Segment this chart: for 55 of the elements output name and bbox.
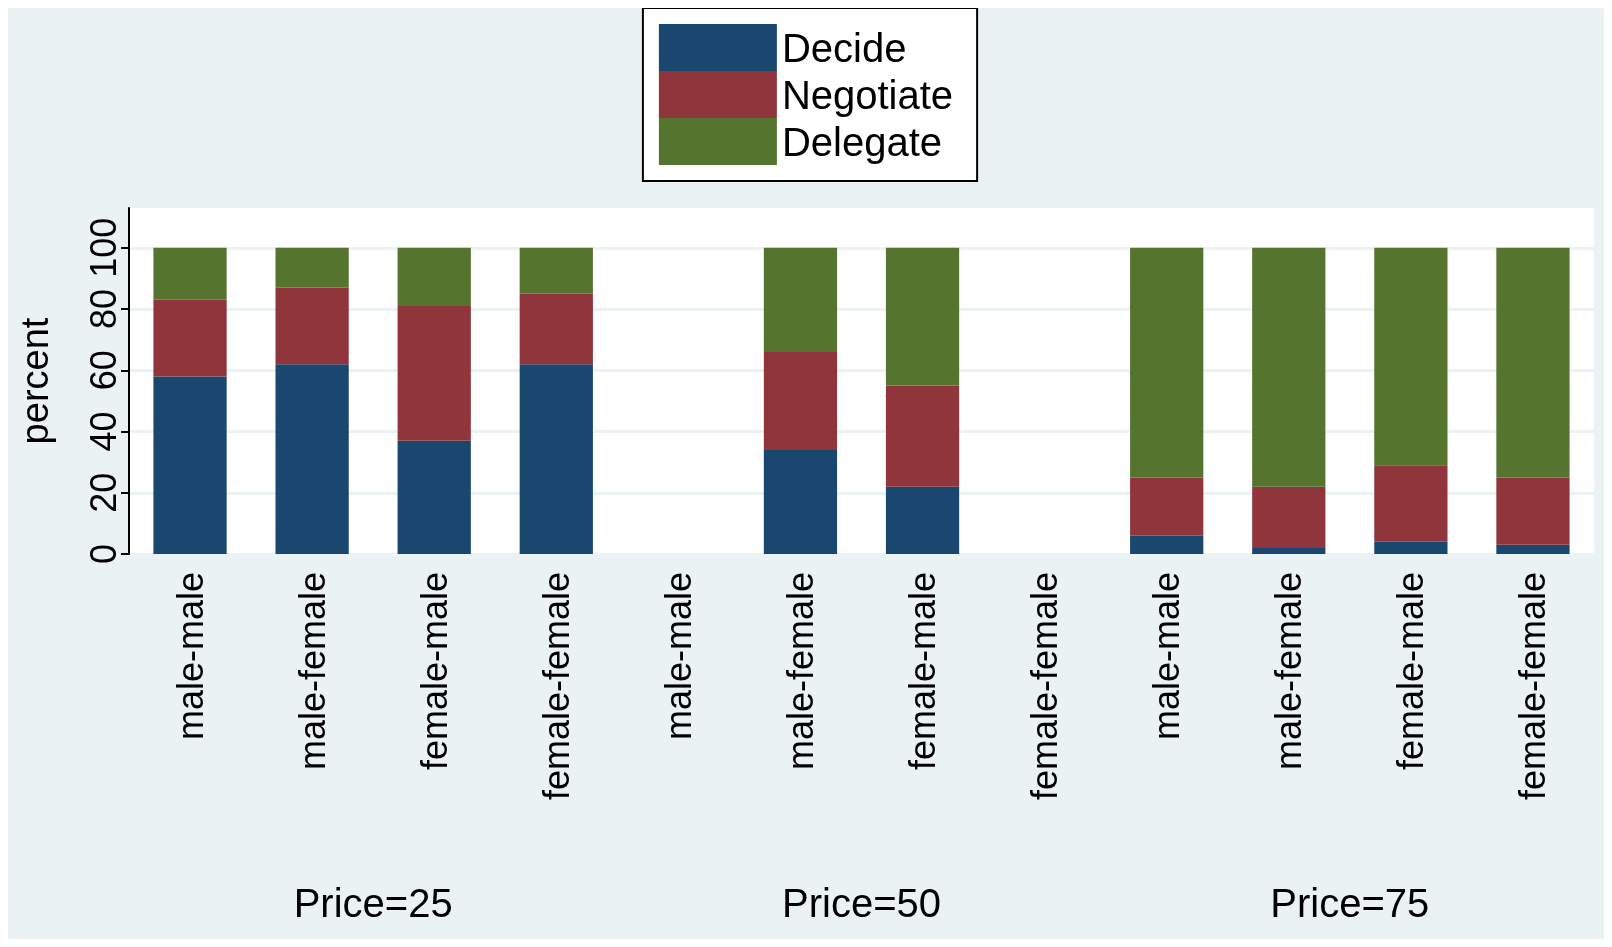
x-tick-label: male-female	[1268, 572, 1310, 771]
bar	[1130, 535, 1204, 554]
y-tick-label: 100	[82, 217, 124, 278]
bar	[153, 376, 227, 554]
y-tick-label: 0	[82, 543, 124, 565]
bar	[519, 364, 593, 554]
x-tick-label: male-female	[291, 572, 333, 771]
bar	[1130, 247, 1204, 478]
bar	[885, 385, 960, 487]
y-tick-label: 20	[82, 472, 124, 513]
bar	[1496, 247, 1570, 478]
bar	[885, 486, 960, 554]
bar	[763, 247, 838, 352]
x-tick-label: male-male	[169, 572, 211, 741]
text: Price=50	[782, 881, 941, 925]
text: Price=25	[293, 881, 453, 925]
bar	[1374, 247, 1448, 466]
bar	[153, 247, 227, 300]
x-tick-label: female-female	[1024, 572, 1066, 801]
bar	[763, 449, 838, 554]
bar	[1374, 541, 1448, 554]
x-tick-label: male-female	[779, 572, 821, 771]
bar	[763, 351, 838, 450]
x-tick-label: female-female	[1512, 572, 1554, 801]
text: Price=75	[1270, 881, 1430, 925]
bar	[397, 247, 471, 306]
y-axis-title: percent	[14, 317, 56, 445]
bar	[275, 287, 349, 365]
y-tick-label: 80	[82, 289, 124, 330]
bar	[153, 299, 227, 377]
bar	[275, 247, 349, 288]
legend-label: Delegate	[781, 119, 943, 164]
x-tick-label: female-male	[413, 572, 455, 771]
x-tick-label: male-male	[1146, 572, 1188, 741]
x-tick-label: female-male	[1390, 572, 1432, 771]
y-tick-label: 60	[82, 350, 124, 391]
bar	[397, 440, 471, 554]
bar	[1252, 247, 1326, 487]
x-tick-label: female-female	[535, 572, 577, 801]
bar	[397, 305, 471, 441]
bar	[1496, 544, 1570, 554]
bar	[275, 364, 349, 554]
legend-label: Decide	[781, 25, 907, 70]
bar	[519, 293, 593, 365]
x-tick-label: male-male	[657, 572, 699, 741]
bar	[1374, 465, 1448, 542]
y-tick-label: 40	[82, 411, 124, 452]
bar	[519, 247, 593, 294]
bar	[1252, 486, 1326, 548]
bar	[1252, 547, 1326, 554]
bar	[885, 247, 960, 386]
legend-label: Negotiate	[781, 72, 954, 117]
bar	[1496, 477, 1570, 545]
bar	[1130, 477, 1204, 536]
x-tick-label: female-male	[902, 572, 944, 771]
